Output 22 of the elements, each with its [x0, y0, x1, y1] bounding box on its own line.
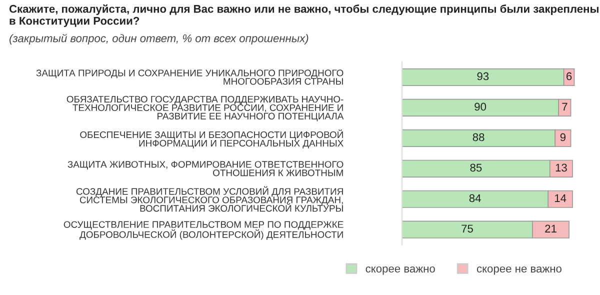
data-label: 88 — [472, 133, 484, 142]
data-label: 14 — [555, 194, 566, 202]
data-label: 13 — [556, 164, 567, 172]
data-label: 90 — [474, 102, 486, 111]
data-label: 7 — [562, 102, 568, 111]
data-label: 93 — [477, 72, 489, 80]
legend-label: скорее важно — [366, 266, 435, 275]
data-label: 85 — [470, 164, 482, 172]
text: (закрытый вопрос, один ответ, % от всех опрошенных) — [10, 34, 308, 44]
y-tick-label: ОБЯЗАТЕЛЬСТВО ГОСУДАРСТВА ПОДДЕРЖИВАТЬ НАУЧНО- ТЕХНОЛОГИЧЕСКОЕ РАЗВИТИЕ РОССИИ, СОХРАНЕНИЕ И РАЗВИТИЕ ЕЕ НАУЧНОГО ПОТЕНЦИАЛА — [66, 96, 344, 122]
data-label: 75 — [462, 224, 473, 233]
data-label: 84 — [469, 194, 481, 202]
data-label: 6 — [566, 72, 572, 80]
y-tick-label: СОЗДАНИЕ ПРАВИТЕЛЬСТВОМ УСЛОВИЙ ДЛЯ РАЗВИТИЯ СИСТЕМЫ ЭКОЛОГИЧЕСКОГО ОБРАЗОВАНИЯ ГРАЖДАН, ВОСПИТАНИЯ ЭКОЛОГИЧЕСКОЙ КУЛЬТУРЫ — [76, 186, 343, 212]
text: Скажите, пожалуйста, лично для Вас важно или не важно, чтобы следующие принципы были закреплены в Конституции России? — [9, 4, 598, 27]
data-label: 9 — [560, 133, 566, 142]
legend-label: скорее не важно — [476, 266, 562, 275]
y-tick-label: ОБЕСПЕЧЕНИЕ ЗАЩИТЫ И БЕЗОПАСНОСТИ ЦИФРОВОЙ ИНФОРМАЦИИ И ПЕРСОНАЛЬНЫХ ДАННЫХ — [80, 129, 344, 148]
data-label: 21 — [545, 224, 556, 232]
y-tick-label: ЗАЩИТА ПРИРОДЫ И СОХРАНЕНИЕ УНИКАЛЬНОГО ПРИРОДНОГО МНОГООБРАЗИЯ СТРАНЫ — [36, 70, 344, 85]
y-tick-label: ЗАЩИТА ЖИВОТНЫХ, ФОРМИРОВАНИЕ ОТВЕТСТВЕННОГО ОТНОШЕНИЯ К ЖИВОТНЫМ — [68, 161, 344, 176]
y-tick-label: ОСУЩЕСТВЛЕНИЕ ПРАВИТЕЛЬСТВОМ МЕР ПО ПОДДЕРЖКЕ ДОБРОВОЛЬЧЕСКОЙ (ВОЛОНТЕРСКОЙ) ДЕЯТЕЛЬНОСТИ — [64, 221, 344, 240]
